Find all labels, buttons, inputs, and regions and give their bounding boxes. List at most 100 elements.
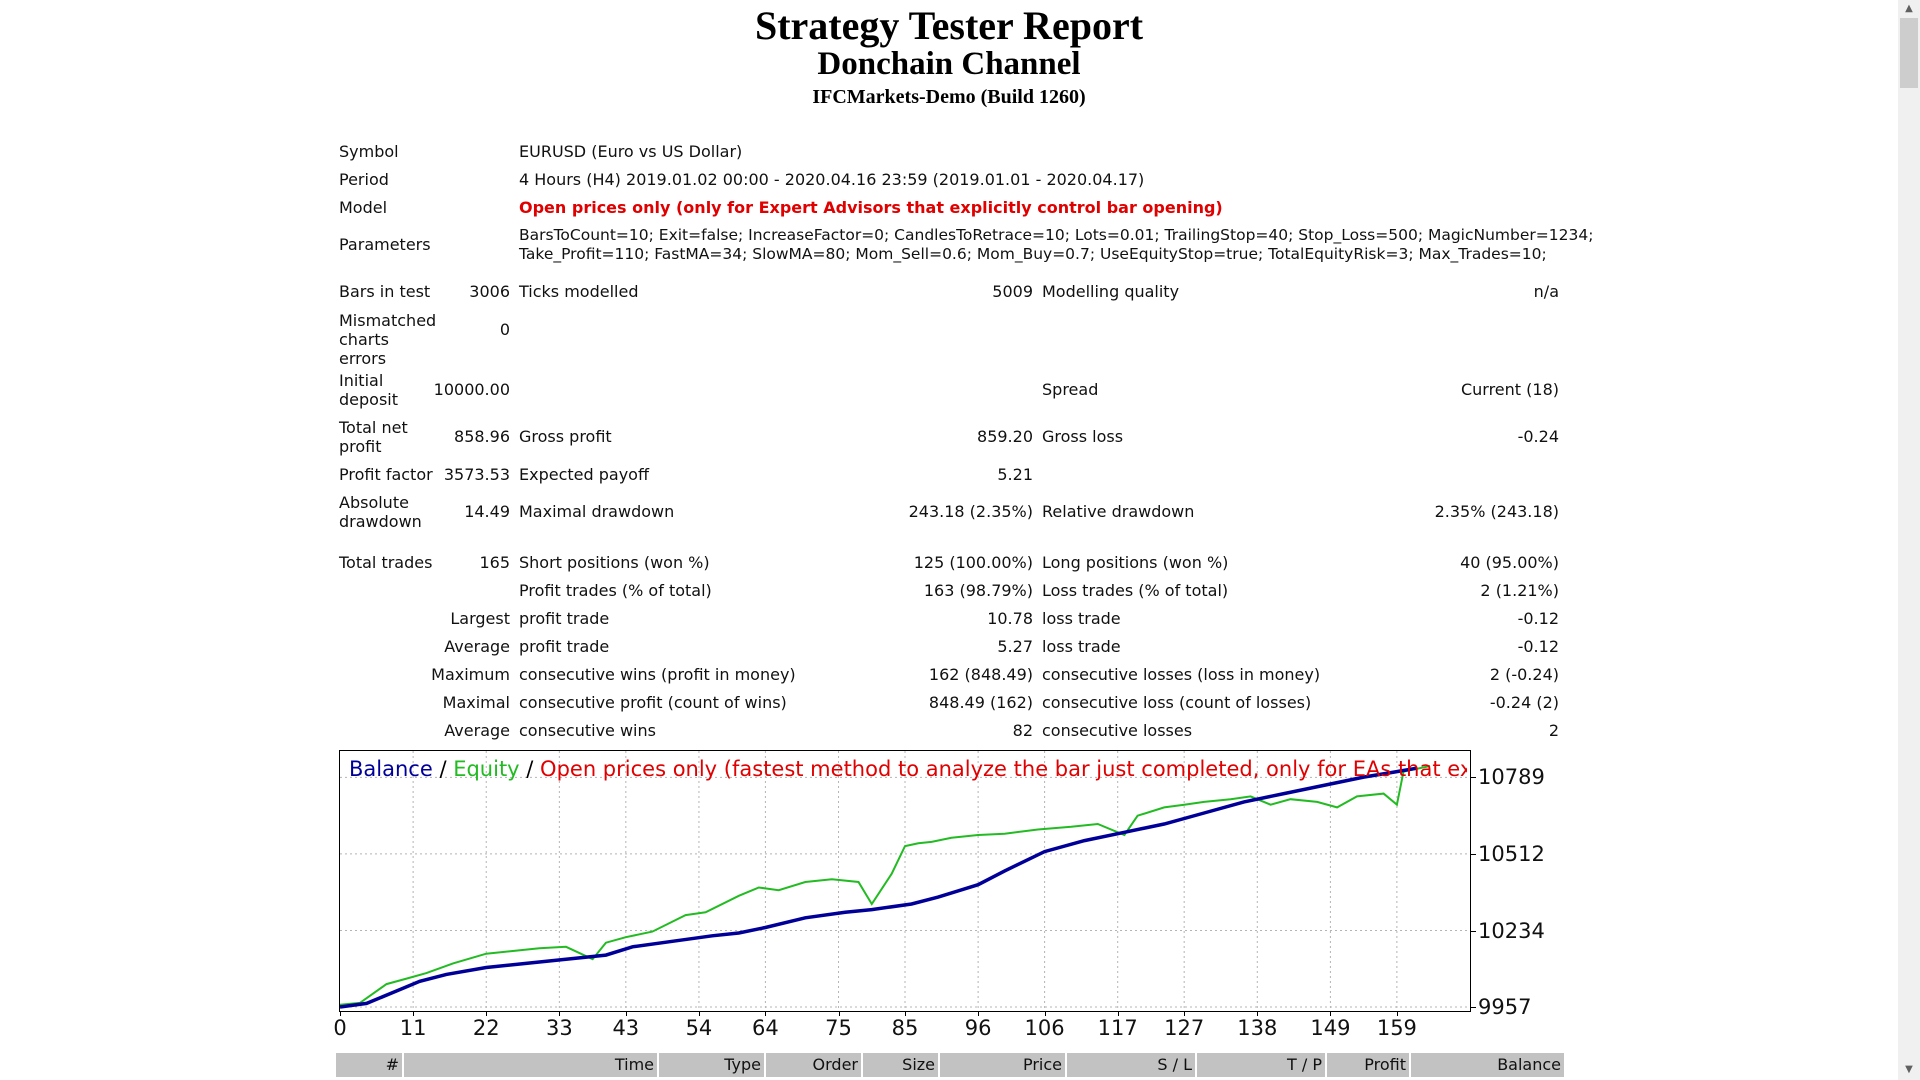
average-loss-label: loss trade [1042, 637, 1121, 656]
period-value: 4 Hours (H4) 2019.01.02 00:00 - 2020.04.… [519, 170, 1145, 189]
mismatch-value: 0 [499, 320, 510, 339]
symbol-label: Symbol [339, 142, 399, 161]
col-balance: Balance [1497, 1055, 1561, 1074]
x-tick-label: 0 [333, 1016, 347, 1040]
expected-payoff-label: Expected payoff [519, 465, 649, 484]
long-positions-value: 40 (95.00%) [1460, 553, 1559, 572]
period-label: Period [339, 170, 389, 189]
x-tick-label: 11 [399, 1016, 427, 1040]
mismatch-label: Mismatched charts errors [339, 311, 437, 368]
gross-profit-label: Gross profit [519, 427, 612, 446]
report-title: Strategy Tester Report [754, 3, 1144, 48]
symbol-value: EURUSD (Euro vs US Dollar) [519, 142, 743, 161]
parameters-line-1: BarsToCount=10; Exit=false; IncreaseFact… [519, 226, 1594, 244]
gross-loss-label: Gross loss [1042, 427, 1124, 446]
legend-equity: Equity [453, 757, 520, 781]
scroll-down-arrow-icon[interactable]: ▼ [1905, 1064, 1913, 1075]
x-tick-label: 96 [964, 1016, 992, 1040]
expert-name: Donchain Channel [817, 46, 1081, 82]
loss-trades-value: 2 (1.21%) [1480, 581, 1559, 600]
maximal-drawdown-label: Maximal drawdown [519, 502, 675, 521]
col-size: Size [863, 1053, 940, 1077]
average-label: Average [444, 637, 510, 656]
x-tick-mark [625, 1011, 627, 1016]
legend-separator-2: / [519, 757, 541, 781]
net-profit-value: 858.96 [454, 427, 510, 446]
x-tick-label: 117 [1097, 1016, 1138, 1040]
col-number: # [336, 1053, 404, 1077]
balance-series-line [340, 766, 1418, 1009]
x-tick-label: 64 [752, 1016, 779, 1040]
quality-value: n/a [1533, 282, 1559, 301]
absolute-drawdown-value: 14.49 [464, 502, 510, 521]
col-order: Order [766, 1053, 863, 1077]
average-consecutive-wins-label: consecutive wins [519, 721, 656, 740]
deposit-label: Initial deposit [339, 371, 398, 409]
long-positions-label: Long positions (won %) [1042, 553, 1229, 572]
x-tick-label: 159 [1376, 1016, 1417, 1040]
col-type: Type [659, 1053, 766, 1077]
chart-legend: Balance / Equity / Open prices only (fas… [349, 757, 1467, 781]
x-tick-mark [1184, 1011, 1186, 1016]
expected-payoff-value: 5.21 [997, 465, 1033, 484]
x-tick-mark [1044, 1011, 1046, 1016]
legend-separator-1: / [432, 757, 454, 781]
gross-loss-value: -0.24 [1517, 427, 1559, 446]
profit-trades-value: 163 (98.79%) [923, 581, 1033, 600]
maximal-drawdown-value: 243.18 (2.35%) [908, 502, 1033, 521]
x-tick-mark [698, 1011, 700, 1016]
bars-value: 3006 [469, 282, 510, 301]
x-tick-label: 127 [1164, 1016, 1205, 1040]
x-tick-mark [486, 1011, 488, 1016]
x-tick-mark [978, 1011, 980, 1016]
relative-drawdown-value: 2.35% (243.18) [1434, 502, 1559, 521]
max-consecutive-losses-value: 2 (-0.24) [1489, 665, 1559, 684]
scroll-up-arrow-icon[interactable]: ▲ [1905, 3, 1913, 14]
scrollbar-thumb[interactable] [1900, 18, 1918, 88]
col-sl: S / L [1067, 1053, 1197, 1077]
y-tick-label: 9957 [1478, 995, 1532, 1019]
server-build: IFCMarkets-Demo (Build 1260) [812, 86, 1086, 108]
x-tick-label: 106 [1024, 1016, 1065, 1040]
x-tick-mark [1257, 1011, 1259, 1016]
average-consecutive-losses-value: 2 [1548, 721, 1559, 740]
quality-label: Modelling quality [1042, 282, 1180, 301]
balance-chart: Balance / Equity / Open prices only (fas… [339, 750, 1471, 1012]
x-tick-mark [838, 1011, 840, 1016]
largest-profit-value: 10.78 [987, 609, 1033, 628]
parameters-label: Parameters [339, 235, 431, 254]
x-tick-label: 22 [472, 1016, 500, 1040]
maximal-consecutive-loss-label: consecutive loss (count of losses) [1042, 693, 1312, 712]
max-consecutive-losses-label: consecutive losses (loss in money) [1042, 665, 1321, 684]
average-profit-label: profit trade [519, 637, 610, 656]
short-positions-value: 125 (100.00%) [913, 553, 1033, 572]
parameters-line-2: Take_Profit=110; FastMA=34; SlowMA=80; M… [519, 245, 1547, 263]
profit-trades-label: Profit trades (% of total) [519, 581, 712, 600]
equity-series-line [340, 765, 1431, 1006]
x-tick-label: 149 [1310, 1016, 1351, 1040]
model-value: Open prices only (only for Expert Adviso… [519, 198, 1223, 217]
gross-profit-value: 859.20 [977, 427, 1033, 446]
x-tick-mark [1330, 1011, 1332, 1016]
x-tick-label: 138 [1237, 1016, 1278, 1040]
balance-chart-plot [340, 751, 1470, 1011]
largest-label: Largest [450, 609, 510, 628]
profit-factor-label: Profit factor [339, 465, 433, 484]
legend-balance: Balance [349, 757, 433, 781]
maximal-consecutive-loss-value: -0.24 (2) [1489, 693, 1559, 712]
vertical-scrollbar[interactable] [1898, 0, 1920, 1080]
average-profit-value: 5.27 [997, 637, 1033, 656]
short-positions-label: Short positions (won %) [519, 553, 710, 572]
x-tick-mark [413, 1011, 415, 1016]
y-tick-label: 10234 [1478, 918, 1545, 943]
x-tick-mark [1396, 1011, 1398, 1016]
maximum-label: Maximum [431, 665, 510, 684]
loss-trades-label: Loss trades (% of total) [1042, 581, 1229, 600]
profit-factor-value: 3573.53 [443, 465, 510, 484]
legend-model-note: Open prices only (fastest method to anal… [540, 757, 1467, 781]
y-tick-mark [1470, 853, 1476, 855]
y-tick-label: 10789 [1478, 765, 1545, 790]
x-tick-label: 43 [612, 1016, 640, 1040]
ticks-value: 5009 [992, 282, 1033, 301]
col-time: Time [404, 1053, 659, 1077]
